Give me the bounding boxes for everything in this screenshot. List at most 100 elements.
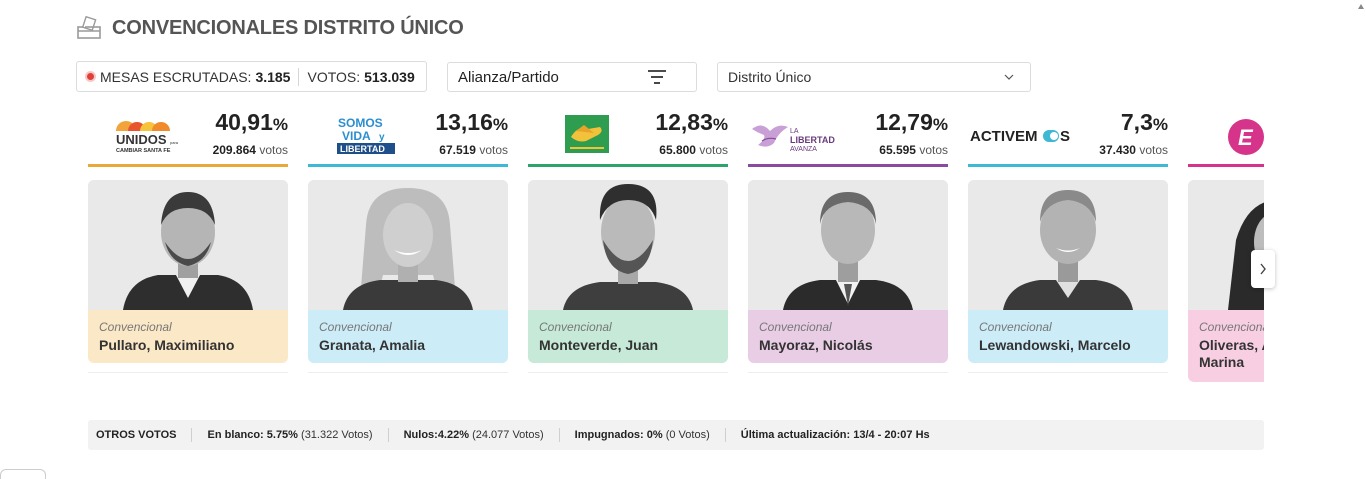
- footer-divider: [558, 428, 560, 442]
- logo-avanza-text: AVANZA: [790, 146, 817, 153]
- vote-percentage: 12,79%: [875, 109, 948, 135]
- page-title: CONVENCIONALES DISTRITO ÚNICO: [112, 16, 464, 39]
- party-color-bar: [308, 164, 508, 167]
- candidate-name-box: Convencional Monteverde, Juan: [528, 310, 728, 363]
- party-color-bar: [88, 164, 288, 167]
- district-dropdown[interactable]: Distrito Único: [717, 62, 1031, 92]
- candidate-card[interactable]: E Convencional Oliveras, A Marina: [1188, 105, 1264, 395]
- party-color-bar: [528, 164, 728, 167]
- blank-votes: En blanco: 5.75% (31.322 Votos): [207, 429, 373, 441]
- vote-percentage: 13,16%: [435, 109, 508, 135]
- card-divider: [88, 372, 288, 373]
- live-dot-icon: [87, 73, 94, 80]
- vote-count: 37.430 votos: [1099, 143, 1168, 157]
- otros-votos-label: OTROS VOTOS: [96, 429, 177, 441]
- vote-count: 65.800 votos: [659, 143, 728, 157]
- candidate-card[interactable]: UNIDOS para CAMBIAR SANTA FE 40,91% 209.…: [88, 105, 288, 395]
- party-filter-dropdown[interactable]: Alianza/Partido: [447, 62, 697, 92]
- vertical-scrollbar[interactable]: [1356, 0, 1366, 479]
- scrutiny-counter: MESAS ESCRUTADAS: 3.185 VOTOS: 513.039: [76, 61, 427, 92]
- candidate-role: Convencional: [99, 320, 172, 334]
- candidate-photo: [1188, 180, 1264, 310]
- candidate-card[interactable]: ACTIVEM S 7,3% 37.430 votos: [968, 105, 1168, 395]
- candidate-name: Monteverde, Juan: [539, 337, 659, 353]
- last-update: Última actualización: 13/4 - 20:07 Hs: [740, 429, 930, 441]
- scroll-up-icon[interactable]: [1356, 0, 1366, 14]
- logo-la-text: LA: [790, 128, 799, 135]
- party-color-bar: [968, 164, 1168, 167]
- votos-value: 513.039: [364, 68, 415, 85]
- ballot-box-icon: [77, 16, 101, 39]
- mesas-value: 3.185: [255, 68, 291, 85]
- card-header: 12,83% 65.800 votos: [528, 105, 728, 167]
- footer-divider: [387, 428, 389, 442]
- chevron-right-icon: [1260, 263, 1266, 275]
- challenged-votes: Impugnados: 0% (0 Votos): [574, 429, 710, 441]
- party-filter-label: Alianza/Partido: [458, 68, 559, 86]
- footer-divider: [724, 428, 726, 442]
- candidate-photo: [748, 180, 948, 310]
- candidate-name-line2: Marina: [1199, 354, 1245, 370]
- candidate-card[interactable]: SOMOS VIDA y LIBERTAD 13,16% 67.519 voto…: [308, 105, 508, 395]
- candidate-name: Mayoraz, Nicolás: [759, 337, 873, 353]
- chevron-down-icon: [1004, 74, 1014, 80]
- filters-bar: MESAS ESCRUTADAS: 3.185 VOTOS: 513.039 A…: [76, 61, 1031, 92]
- carousel-next-button[interactable]: [1251, 250, 1275, 288]
- candidate-photo: [528, 180, 728, 310]
- candidate-name: Oliveras, A: [1199, 337, 1264, 353]
- logo-y-text: y: [379, 132, 385, 143]
- party-logo-unidos: UNIDOS para CAMBIAR SANTA FE: [88, 111, 198, 157]
- party-logo-activemos: ACTIVEM S: [968, 111, 1078, 157]
- corner-widget[interactable]: [0, 469, 46, 479]
- counter-divider: [298, 67, 300, 86]
- candidate-name-box: Convencional Pullaro, Maximiliano: [88, 310, 288, 363]
- mesas-label: MESAS ESCRUTADAS:: [100, 68, 252, 85]
- footer-divider: [191, 428, 193, 442]
- candidate-role: Convencional: [539, 320, 612, 334]
- logo-somos-text: SOMOS: [338, 116, 383, 130]
- district-value: Distrito Único: [728, 69, 812, 85]
- candidate-role: Convencional: [759, 320, 832, 334]
- candidate-photo: [88, 180, 288, 310]
- logo-activemos-end-text: S: [1060, 128, 1070, 145]
- card-header: ACTIVEM S 7,3% 37.430 votos: [968, 105, 1168, 167]
- null-votes: Nulos:4.22% (24.077 Votos): [403, 429, 544, 441]
- party-logo-la-libertad-avanza: LA LIBERTAD AVANZA: [748, 111, 858, 157]
- vote-percentage: 40,91%: [215, 109, 288, 135]
- logo-libertad-text: LIBERTAD: [790, 135, 835, 145]
- logo-cambiar-text: CAMBIAR SANTA FE: [116, 148, 171, 154]
- party-color-bar: [748, 164, 948, 167]
- candidates-carousel[interactable]: UNIDOS para CAMBIAR SANTA FE 40,91% 209.…: [88, 105, 1264, 395]
- candidate-name-box: Convencional Mayoraz, Nicolás: [748, 310, 948, 363]
- candidate-card[interactable]: 12,83% 65.800 votos Convencional Monteve…: [528, 105, 728, 395]
- candidate-card[interactable]: LA LIBERTAD AVANZA 12,79% 65.595 votos: [748, 105, 948, 395]
- logo-e-letter: E: [1238, 125, 1254, 150]
- vote-count: 67.519 votos: [439, 143, 508, 157]
- candidate-role: Convencional: [1199, 320, 1264, 334]
- candidate-name: Granata, Amalia: [319, 337, 426, 353]
- logo-unidos-text: UNIDOS: [116, 132, 167, 147]
- title-row: CONVENCIONALES DISTRITO ÚNICO: [76, 16, 464, 40]
- card-divider: [308, 372, 508, 373]
- candidate-name-box: Convencional Granata, Amalia: [308, 310, 508, 363]
- card-header: LA LIBERTAD AVANZA 12,79% 65.595 votos: [748, 105, 948, 167]
- candidate-name-box: Convencional Lewandowski, Marcelo: [968, 310, 1168, 363]
- vote-percentage: 12,83%: [655, 109, 728, 135]
- candidate-name: Pullaro, Maximiliano: [99, 337, 235, 353]
- logo-activemos-text: ACTIVEM: [970, 128, 1038, 145]
- party-logo-handshake: [528, 111, 638, 157]
- candidate-name: Lewandowski, Marcelo: [979, 337, 1131, 353]
- vote-count: 65.595 votos: [879, 143, 948, 157]
- candidate-role: Convencional: [979, 320, 1052, 334]
- party-logo-somos-vida: SOMOS VIDA y LIBERTAD: [308, 111, 418, 157]
- vote-count: 209.864 votos: [212, 143, 288, 157]
- card-divider: [748, 372, 948, 373]
- logo-para-text: para: [170, 140, 179, 145]
- card-header: SOMOS VIDA y LIBERTAD 13,16% 67.519 voto…: [308, 105, 508, 167]
- logo-vida-text: VIDA: [342, 129, 371, 143]
- candidate-photo: [308, 180, 508, 310]
- card-divider: [968, 372, 1168, 373]
- party-logo-e: E: [1188, 111, 1264, 157]
- card-header: E: [1188, 105, 1264, 167]
